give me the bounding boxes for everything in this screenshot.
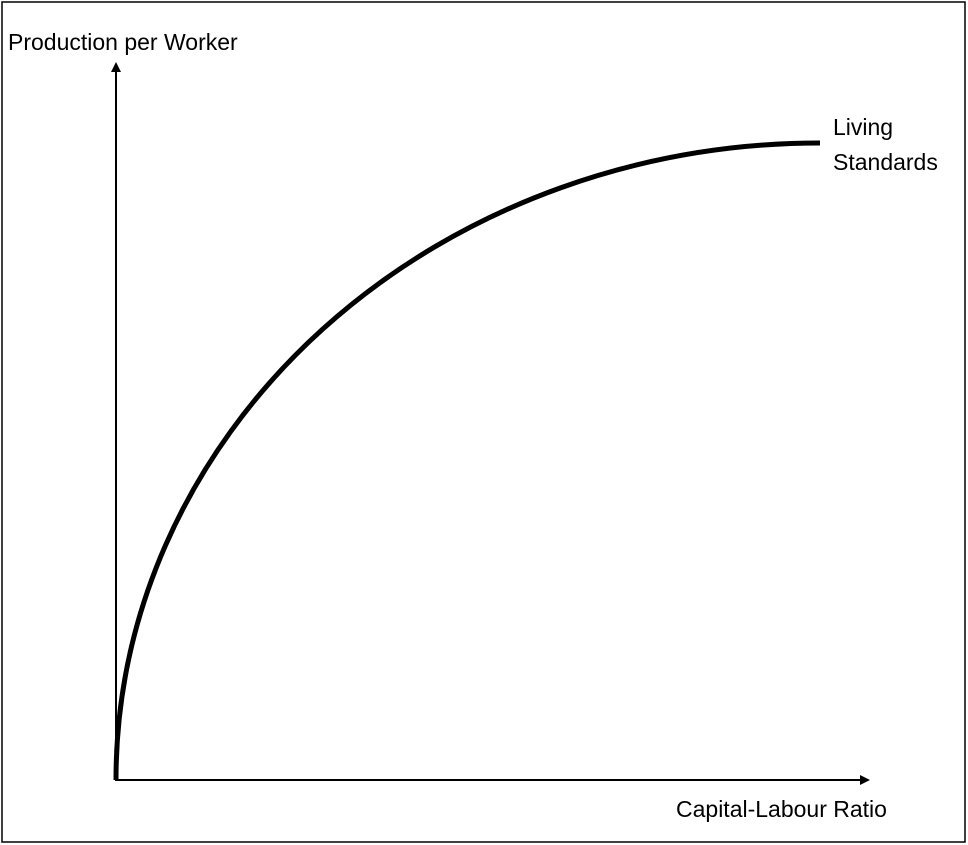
curve-label: Living	[833, 114, 893, 140]
curve	[113, 140, 821, 781]
curve-label: Standards	[833, 149, 938, 175]
x-axis-label: Capital-Labour Ratio	[676, 796, 887, 822]
y-axis-label: Production per Worker	[8, 29, 238, 55]
